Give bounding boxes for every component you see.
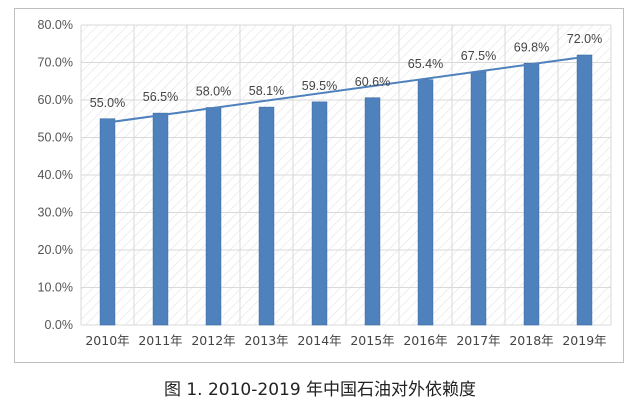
trendline <box>107 55 585 124</box>
chart-frame: 0.0% 10.0% 20.0% 30.0% 40.0% 50.0% 60.0% 70.0% 8… <box>14 8 624 363</box>
bar <box>258 106 275 326</box>
y-tick-label: 20.0% <box>38 243 73 257</box>
x-tick-label: 2010年 <box>85 333 129 348</box>
data-label: 67.5% <box>461 49 496 63</box>
x-tick-label: 2011年 <box>138 333 182 348</box>
data-label: 55.0% <box>90 96 125 110</box>
figure-caption: 图 1. 2010-2019 年中国石油对外依赖度 <box>163 380 477 400</box>
gridlines <box>80 24 612 326</box>
x-tick-label: 2012年 <box>191 333 235 348</box>
x-tick-label: 2014年 <box>297 333 341 348</box>
x-tick-label: 2016年 <box>403 333 447 348</box>
y-tick-label: 70.0% <box>38 56 73 70</box>
data-label: 72.0% <box>567 32 602 46</box>
bar <box>205 107 222 326</box>
y-tick-label: 0.0% <box>45 318 74 332</box>
bar <box>152 112 169 326</box>
y-tick-label: 80.0% <box>38 18 73 32</box>
y-tick-label: 30.0% <box>38 206 73 220</box>
data-label: 60.6% <box>355 75 390 89</box>
bar <box>99 118 116 326</box>
data-label: 69.8% <box>514 40 549 54</box>
bar <box>417 79 434 326</box>
x-tick-label: 2019年 <box>562 333 606 348</box>
bar <box>470 71 487 326</box>
y-tick-label: 50.0% <box>38 131 73 145</box>
data-label: 58.1% <box>249 84 284 98</box>
x-tick-label: 2015年 <box>350 333 394 348</box>
y-tick-label: 60.0% <box>38 93 73 107</box>
bar <box>311 101 328 326</box>
x-axis-tick-labels: 2010年 2011年 2012年 2013年 2014年 2015年 2016年 2017年… <box>85 333 606 348</box>
trendline-layer <box>107 55 585 124</box>
data-label: 65.4% <box>408 57 443 71</box>
data-labels: 55.0% 56.5% 58.0% 58.1% 59.5% 60.6% 65.4% 67.5%… <box>90 32 602 110</box>
y-axis-tick-labels: 0.0% 10.0% 20.0% 30.0% 40.0% 50.0% 60.0% 70.0% 8… <box>38 18 73 332</box>
bar <box>523 62 540 326</box>
bar <box>576 54 593 326</box>
bar <box>364 97 381 326</box>
y-tick-label: 10.0% <box>38 281 73 295</box>
x-tick-label: 2017年 <box>456 333 500 348</box>
bar-chart: 0.0% 10.0% 20.0% 30.0% 40.0% 50.0% 60.0% 70.0% 8… <box>38 18 612 348</box>
y-tick-label: 40.0% <box>38 168 73 182</box>
x-tick-label: 2013年 <box>244 333 288 348</box>
data-label: 56.5% <box>143 90 178 104</box>
x-tick-label: 2018年 <box>509 333 553 348</box>
data-label: 58.0% <box>196 85 231 99</box>
data-label: 59.5% <box>302 79 337 93</box>
bars <box>99 54 593 326</box>
